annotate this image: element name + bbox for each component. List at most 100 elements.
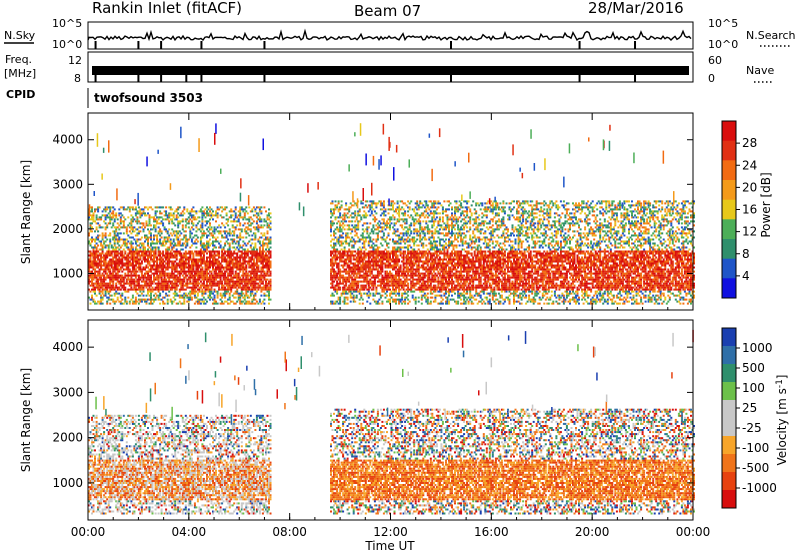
echo-cell <box>150 275 152 277</box>
echo-cell <box>195 218 197 220</box>
echo-cell <box>350 259 352 261</box>
echo-cell <box>182 226 184 228</box>
echo-cell <box>195 224 197 226</box>
echo-cell <box>229 243 231 245</box>
echo-cell <box>363 206 365 208</box>
echo-cell <box>395 267 397 269</box>
echo-cell <box>381 228 383 230</box>
echo-cell <box>167 299 169 301</box>
echo-cell <box>197 293 199 295</box>
echo-cell <box>162 259 164 261</box>
echo-cell <box>103 243 105 245</box>
echo-cell <box>239 285 241 287</box>
echo-cell <box>407 247 409 249</box>
echo-cell <box>232 255 234 257</box>
echo-cell <box>136 235 138 237</box>
echo-cell <box>176 269 178 271</box>
echo-cell <box>170 299 172 301</box>
echo-cell <box>392 239 394 241</box>
echo-cell <box>100 259 102 261</box>
echo-cell <box>195 297 197 299</box>
echo-cell <box>377 263 379 265</box>
echo-cell <box>341 245 343 247</box>
echo-cell <box>406 297 408 299</box>
echo-cell <box>270 243 272 245</box>
echo-cell <box>133 239 135 241</box>
echo-cell <box>191 245 193 247</box>
echo-cell <box>242 218 244 220</box>
echo-cell <box>147 208 149 210</box>
echo-cell <box>183 206 185 208</box>
echo-cell <box>215 210 217 212</box>
echo-cell <box>223 255 225 257</box>
echo-cell <box>226 301 228 303</box>
echo-cell <box>356 232 358 234</box>
echo-cell <box>386 271 388 273</box>
nave-tick-high: 60 <box>708 54 722 67</box>
echo-cell <box>100 218 102 220</box>
echo-cell <box>144 212 146 214</box>
echo-cell <box>257 269 259 271</box>
echo-cell <box>368 210 370 212</box>
echo-cell <box>406 265 408 267</box>
echo-cell <box>395 210 397 212</box>
echo-cell <box>205 232 207 234</box>
echo-cell <box>363 251 365 253</box>
echo-cell <box>344 265 346 267</box>
echo-cell <box>150 237 152 239</box>
echo-cell <box>248 206 250 208</box>
echo-cell <box>354 243 356 245</box>
echo-cell <box>250 224 252 226</box>
echo-cell <box>188 220 190 222</box>
echo-cell <box>208 212 210 214</box>
echo-cell <box>132 249 134 251</box>
echo-cell <box>155 218 157 220</box>
echo-cell <box>395 253 397 255</box>
echo-cell <box>392 226 394 228</box>
echo-cell <box>389 257 391 259</box>
echo-cell <box>223 249 225 251</box>
echo-cell <box>185 237 187 239</box>
echo-cell <box>170 245 172 247</box>
echo-cell <box>118 224 120 226</box>
echo-cell <box>224 295 226 297</box>
echo-cell <box>394 202 396 204</box>
echo-cell <box>336 259 338 261</box>
echo-cell <box>241 247 243 249</box>
echo-cell <box>330 241 332 243</box>
echo-cell <box>254 281 256 283</box>
echo-cell <box>123 216 125 218</box>
echo-cell <box>389 255 391 257</box>
echo-cell <box>123 222 125 224</box>
echo-cell <box>132 237 134 239</box>
echo-cell <box>254 239 256 241</box>
echo-cell <box>391 202 393 204</box>
echo-cell <box>397 257 399 259</box>
echo-cell <box>91 222 93 224</box>
echo-cell <box>385 214 387 216</box>
echo-cell <box>233 210 235 212</box>
echo-cell <box>344 253 346 255</box>
echo-cell <box>341 228 343 230</box>
echo-cell <box>407 255 409 257</box>
echo-cell <box>108 247 110 249</box>
echo-cell <box>268 293 270 295</box>
echo-cell <box>209 259 211 261</box>
echo-cell <box>359 291 361 293</box>
echo-cell <box>241 228 243 230</box>
echo-cell <box>338 220 340 222</box>
echo-cell <box>260 303 262 305</box>
echo-cell <box>138 283 140 285</box>
echo-cell <box>209 295 211 297</box>
echo-cell <box>201 289 203 291</box>
echo-cell <box>375 291 377 293</box>
echo-cell <box>132 297 134 299</box>
echo-cell <box>359 303 361 305</box>
echo-cell <box>268 249 270 251</box>
echo-cell <box>371 204 373 206</box>
echo-cell <box>126 228 128 230</box>
echo-cell <box>244 297 246 299</box>
echo-cell <box>345 239 347 241</box>
echo-cell <box>227 220 229 222</box>
echo-cell <box>251 257 253 259</box>
